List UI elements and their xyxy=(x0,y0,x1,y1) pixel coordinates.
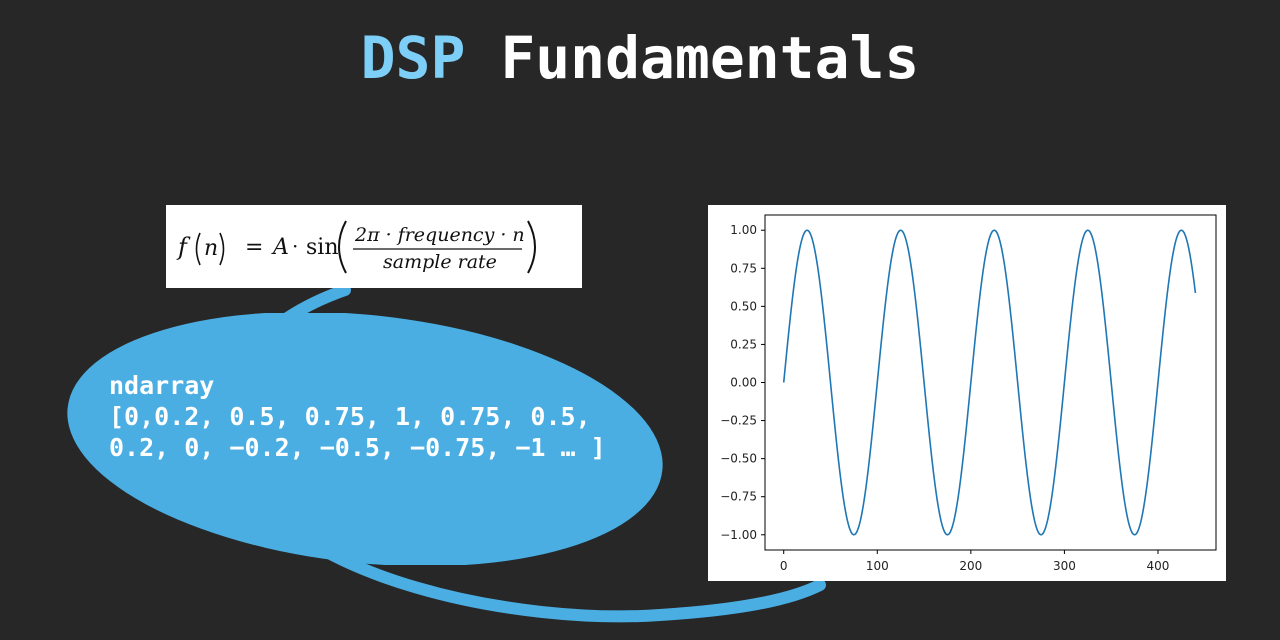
y-tick-label: 0.25 xyxy=(730,337,757,351)
array-text: ndarray [0,0.2, 0.5, 0.75, 1, 0.75, 0.5, 0… xyxy=(109,370,669,463)
formula-equals: = xyxy=(245,235,263,260)
formula-image: f n = A · sin 2π · frequency · n sample … xyxy=(166,205,582,288)
y-tick-label: 1.00 xyxy=(730,223,757,237)
y-tick-label: 0.75 xyxy=(730,261,757,275)
title-rest: Fundamentals xyxy=(465,24,920,92)
array-type-label: ndarray xyxy=(109,371,215,400)
x-tick-label: 200 xyxy=(959,559,982,573)
formula-f: f xyxy=(176,233,191,261)
series-line xyxy=(782,229,1197,536)
array-values-line2: 0.2, 0, −0.2, −0.5, −0.75, −1 … ] xyxy=(109,433,606,462)
array-bubble xyxy=(67,313,663,565)
formula-amplitude: A xyxy=(271,235,289,260)
formula-numerator: 2π · frequency · n xyxy=(354,224,525,246)
y-tick-label: 0.00 xyxy=(730,376,757,390)
formula-denominator: sample rate xyxy=(383,251,497,273)
page-title: DSP Fundamentals xyxy=(0,24,1280,92)
y-tick-label: 0.50 xyxy=(730,299,757,313)
x-tick-label: 0 xyxy=(780,559,788,573)
x-tick-label: 300 xyxy=(1053,559,1076,573)
y-tick-label: −0.75 xyxy=(720,490,757,504)
y-tick-label: −0.50 xyxy=(720,452,757,466)
x-tick-label: 400 xyxy=(1147,559,1170,573)
title-accent: DSP xyxy=(360,24,466,92)
formula-n: n xyxy=(204,236,218,261)
x-tick-label: 100 xyxy=(866,559,889,573)
array-values-line1: [0,0.2, 0.5, 0.75, 1, 0.75, 0.5, xyxy=(109,402,591,431)
sine-plot: 1.00 0.75 0.50 0.25 0.00 −0.25 −0.50 −0.75 −1.00… xyxy=(708,205,1226,581)
y-tick-label: −0.25 xyxy=(720,414,757,428)
formula-dot: · xyxy=(292,234,298,258)
formula-sin: sin xyxy=(306,235,339,260)
y-tick-label: −1.00 xyxy=(720,528,757,542)
plot-frame xyxy=(764,214,1217,551)
